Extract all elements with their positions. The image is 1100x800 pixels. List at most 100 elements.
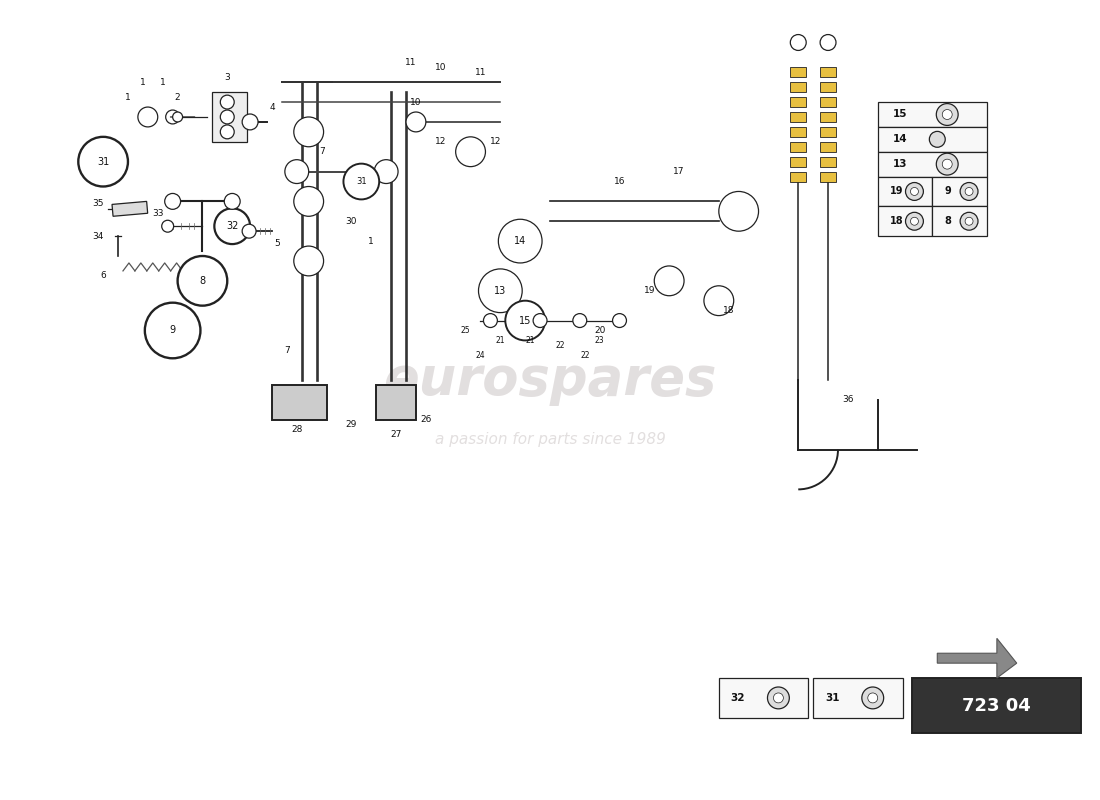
Circle shape — [173, 112, 183, 122]
Circle shape — [406, 112, 426, 132]
Bar — [821, 157, 836, 166]
Bar — [718, 678, 808, 718]
Circle shape — [821, 34, 836, 50]
Circle shape — [790, 34, 806, 50]
Text: 13: 13 — [494, 286, 506, 296]
Text: 33: 33 — [152, 209, 164, 218]
Text: 34: 34 — [92, 232, 103, 241]
Text: 1: 1 — [368, 237, 374, 246]
Circle shape — [905, 182, 923, 200]
Circle shape — [960, 212, 978, 230]
Circle shape — [145, 302, 200, 358]
Bar — [821, 127, 836, 137]
Circle shape — [294, 186, 323, 216]
Circle shape — [930, 131, 945, 147]
Text: 30: 30 — [345, 217, 358, 226]
Text: 31: 31 — [97, 157, 109, 166]
Circle shape — [861, 687, 883, 709]
Bar — [878, 206, 933, 236]
Circle shape — [220, 110, 234, 124]
Text: 18: 18 — [723, 306, 735, 315]
Circle shape — [166, 110, 179, 124]
Text: 36: 36 — [843, 395, 854, 405]
Text: 15: 15 — [519, 315, 531, 326]
Text: 14: 14 — [514, 236, 526, 246]
Text: 7: 7 — [319, 147, 324, 156]
Text: 22: 22 — [580, 351, 590, 360]
Text: 5: 5 — [274, 238, 279, 247]
Circle shape — [654, 266, 684, 296]
Circle shape — [484, 314, 497, 327]
Text: 12: 12 — [490, 138, 502, 146]
Text: 29: 29 — [345, 420, 358, 430]
Text: 9: 9 — [944, 186, 952, 197]
Text: 17: 17 — [673, 167, 685, 176]
Text: 1: 1 — [140, 78, 145, 86]
Bar — [790, 112, 806, 122]
Circle shape — [224, 194, 240, 210]
Text: 23: 23 — [595, 336, 605, 345]
Circle shape — [220, 125, 234, 139]
Bar — [790, 82, 806, 92]
Circle shape — [936, 103, 958, 126]
Text: 723 04: 723 04 — [962, 697, 1032, 715]
Text: 14: 14 — [892, 134, 907, 144]
Bar — [913, 678, 1081, 733]
Bar — [821, 67, 836, 78]
Text: 8: 8 — [199, 276, 206, 286]
Circle shape — [718, 191, 759, 231]
Text: 32: 32 — [730, 693, 745, 703]
Circle shape — [911, 187, 918, 195]
Text: 10: 10 — [434, 63, 447, 72]
Bar — [821, 142, 836, 152]
Circle shape — [773, 693, 783, 703]
Circle shape — [573, 314, 586, 327]
Text: 12: 12 — [436, 138, 447, 146]
Bar — [813, 678, 902, 718]
Text: 24: 24 — [475, 351, 485, 360]
Circle shape — [505, 301, 544, 341]
Text: 13: 13 — [892, 159, 907, 169]
Circle shape — [868, 693, 878, 703]
Text: 7: 7 — [284, 346, 289, 355]
Circle shape — [138, 107, 157, 127]
Circle shape — [220, 95, 234, 109]
Text: 26: 26 — [420, 415, 431, 424]
Bar — [821, 97, 836, 107]
Bar — [790, 67, 806, 78]
Bar — [878, 152, 987, 177]
Circle shape — [343, 164, 379, 199]
Circle shape — [165, 194, 180, 210]
Text: 27: 27 — [390, 430, 402, 439]
Circle shape — [285, 160, 309, 183]
Text: 21: 21 — [496, 336, 505, 345]
Text: 19: 19 — [644, 286, 656, 295]
Text: 11: 11 — [405, 58, 417, 67]
Bar — [790, 142, 806, 152]
Bar — [878, 127, 987, 152]
Text: 15: 15 — [892, 110, 907, 119]
Circle shape — [294, 246, 323, 276]
Text: 28: 28 — [292, 426, 302, 434]
Text: 1: 1 — [160, 78, 166, 86]
Bar — [790, 127, 806, 137]
Bar — [821, 112, 836, 122]
Bar — [272, 385, 327, 420]
Text: 32: 32 — [226, 222, 239, 231]
Bar — [821, 171, 836, 182]
Circle shape — [965, 218, 974, 226]
Circle shape — [242, 114, 258, 130]
Circle shape — [242, 224, 256, 238]
Bar — [790, 97, 806, 107]
Text: 9: 9 — [169, 326, 176, 335]
Text: 1: 1 — [125, 93, 131, 102]
Text: 8: 8 — [944, 216, 952, 226]
Polygon shape — [937, 638, 1016, 678]
Text: 6: 6 — [100, 271, 106, 280]
Circle shape — [214, 208, 250, 244]
Circle shape — [704, 286, 734, 315]
Circle shape — [455, 137, 485, 166]
Text: eurospares: eurospares — [383, 354, 717, 406]
Circle shape — [294, 117, 323, 146]
Text: 19: 19 — [890, 186, 903, 197]
